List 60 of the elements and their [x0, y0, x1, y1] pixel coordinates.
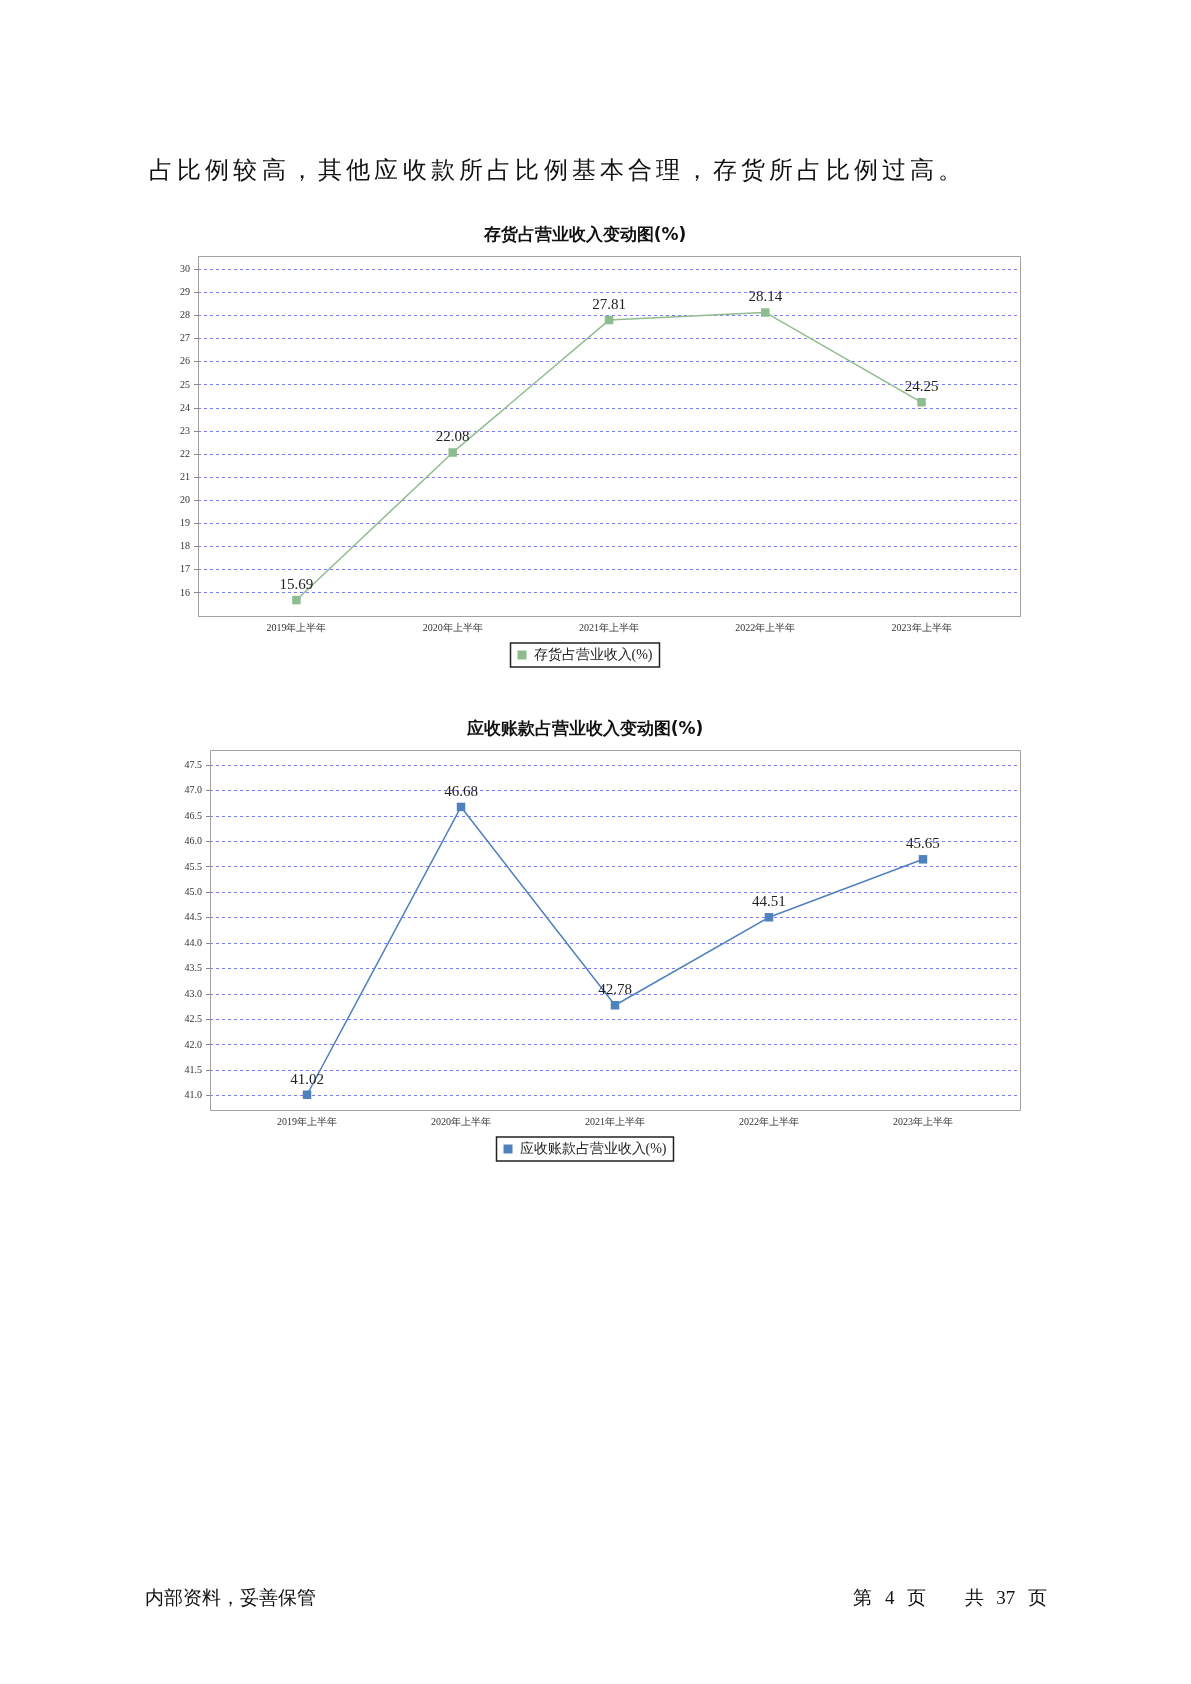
x-tick-label: 2020年上半年 [431, 1115, 492, 1127]
data-label: 15.69 [279, 576, 314, 592]
point [764, 913, 774, 922]
data-label: 24.25 [904, 378, 939, 395]
y-tick-label: 45.5 [184, 860, 202, 872]
x-tick-label: 2019年上半年 [277, 1115, 338, 1127]
y-tick-label: 41.5 [184, 1063, 202, 1075]
y-tick-label: 46.0 [184, 835, 202, 847]
point [292, 595, 301, 605]
legend-label: 存货占营业收入(%) [533, 646, 653, 663]
x-tick-label: 2022年上半年 [738, 1115, 799, 1127]
y-tick-label: 16 [180, 586, 190, 598]
y-tick-label: 42.5 [184, 1013, 202, 1025]
point [761, 308, 770, 317]
y-tick-label: 24 [180, 401, 190, 413]
text: 第 4 页 共 37 页 [853, 1587, 1047, 1610]
y-tick-label: 47.5 [184, 758, 202, 770]
x-tick-label: 2021年上半年 [579, 621, 639, 633]
x-tick-label: 2023年上半年 [891, 621, 952, 633]
point [448, 448, 457, 457]
y-tick-label: 30 [180, 263, 190, 275]
y-tick-label: 29 [180, 286, 190, 298]
y-tick-label: 44.0 [184, 936, 202, 948]
chart-title: 应收账款占营业收入变动图(%) [465, 718, 704, 739]
point [918, 855, 928, 864]
y-tick-label: 47.0 [184, 784, 202, 796]
y-tick-label: 21 [180, 471, 190, 483]
x-tick-label: 2019年上半年 [266, 621, 327, 633]
y-tick-label: 19 [180, 517, 190, 529]
y-tick-label: 45.0 [184, 886, 202, 897]
y-tick-label: 17 [180, 563, 190, 575]
data-label: 44.51 [752, 893, 786, 910]
x-tick-label: 2022年上半年 [735, 621, 796, 633]
data-label: 45.65 [906, 835, 940, 852]
y-tick-label: 23 [180, 424, 190, 436]
data-label: 22.08 [435, 428, 470, 445]
x-tick-label: 2021年上半年 [585, 1115, 645, 1127]
text: 内部资料，妥善保管 [145, 1587, 316, 1610]
y-tick-label: 41.0 [184, 1089, 202, 1101]
x-tick-label: 2020年上半年 [422, 621, 483, 633]
y-tick-label: 46.5 [184, 809, 202, 821]
y-tick-label: 44.5 [184, 911, 202, 923]
y-tick-label: 25 [180, 378, 190, 390]
x-tick-label: 2023年上半年 [892, 1115, 953, 1127]
data-label: 28.14 [748, 288, 783, 305]
y-tick-label: 26 [180, 355, 190, 367]
y-tick-label: 27 [180, 332, 190, 344]
y-tick-label: 43.0 [184, 987, 202, 999]
data-label: 46.68 [444, 782, 478, 799]
y-tick-label: 20 [180, 494, 190, 506]
legend-label: 应收账款占营业收入(%) [519, 1140, 667, 1157]
y-tick-label: 43.5 [184, 962, 202, 974]
text: 占比例较高，其他应收款所占比例基本合理，存货所占比例过高。 [148, 156, 967, 185]
point [917, 398, 926, 407]
y-tick-label: 42.0 [184, 1038, 202, 1050]
y-tick-label: 18 [180, 540, 190, 552]
chart-title: 存货占营业收入变动图(%) [482, 224, 687, 245]
data-label: 27.81 [592, 295, 626, 312]
y-tick-label: 28 [180, 309, 190, 321]
y-tick-label: 22 [180, 447, 190, 459]
